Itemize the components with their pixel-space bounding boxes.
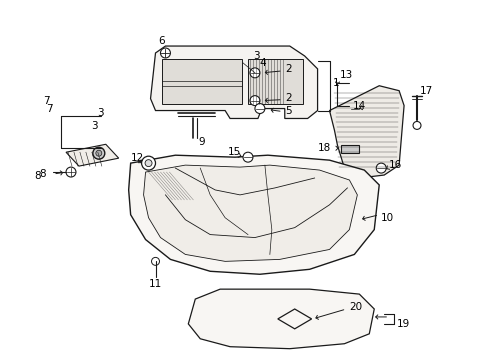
Text: 8: 8	[39, 169, 46, 179]
Text: 10: 10	[381, 213, 393, 223]
Text: 2: 2	[284, 64, 291, 74]
Polygon shape	[128, 155, 379, 274]
Text: 3: 3	[97, 108, 103, 117]
Text: 7: 7	[46, 104, 53, 113]
FancyBboxPatch shape	[247, 59, 302, 104]
Circle shape	[351, 105, 359, 113]
Text: 3: 3	[252, 51, 259, 61]
FancyBboxPatch shape	[162, 59, 242, 104]
Text: 4: 4	[260, 58, 266, 68]
Text: 2: 2	[284, 93, 291, 103]
Circle shape	[243, 152, 252, 162]
Text: 1: 1	[332, 78, 339, 88]
Polygon shape	[188, 289, 373, 349]
Text: 15: 15	[227, 147, 241, 157]
Polygon shape	[150, 46, 317, 118]
Text: 16: 16	[388, 160, 402, 170]
Circle shape	[249, 68, 260, 78]
Polygon shape	[143, 165, 357, 261]
Text: 12: 12	[130, 153, 143, 163]
Text: 20: 20	[349, 302, 362, 312]
Polygon shape	[329, 86, 403, 178]
Circle shape	[93, 147, 104, 159]
Text: 3: 3	[91, 121, 97, 131]
Text: 13: 13	[339, 70, 352, 80]
Text: 6: 6	[158, 36, 165, 46]
Circle shape	[66, 167, 76, 177]
Circle shape	[249, 96, 260, 105]
Circle shape	[142, 156, 155, 170]
Circle shape	[254, 104, 264, 113]
Text: 9: 9	[198, 137, 204, 147]
Circle shape	[375, 163, 386, 173]
Text: 5: 5	[284, 105, 291, 116]
Circle shape	[151, 257, 159, 265]
Text: 17: 17	[419, 86, 432, 96]
Circle shape	[412, 121, 420, 129]
Circle shape	[160, 48, 170, 58]
FancyBboxPatch shape	[341, 145, 359, 153]
Circle shape	[96, 150, 102, 156]
Text: 18: 18	[317, 143, 330, 153]
Text: 7: 7	[43, 96, 50, 105]
Text: 8: 8	[34, 171, 41, 181]
Text: 19: 19	[396, 319, 409, 329]
Text: 11: 11	[148, 279, 162, 289]
Circle shape	[145, 159, 152, 167]
Polygon shape	[66, 144, 119, 166]
Text: 14: 14	[352, 100, 365, 111]
